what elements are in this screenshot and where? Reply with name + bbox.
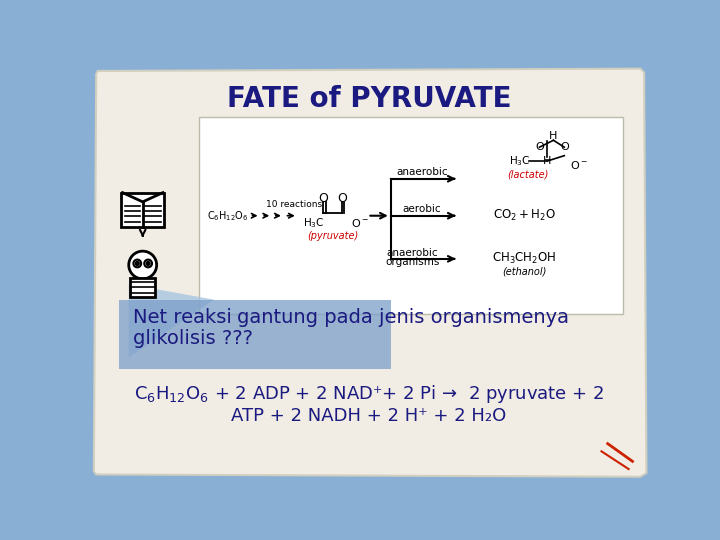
- Text: anaerobic: anaerobic: [387, 248, 438, 258]
- Circle shape: [133, 260, 141, 267]
- Text: H: H: [549, 131, 557, 141]
- Text: (pyruvate): (pyruvate): [307, 231, 359, 241]
- Circle shape: [129, 251, 157, 279]
- Text: O: O: [560, 142, 569, 152]
- FancyBboxPatch shape: [199, 117, 624, 314]
- Text: glikolisis ???: glikolisis ???: [132, 329, 253, 348]
- Text: 10 reactions: 10 reactions: [266, 200, 322, 208]
- Text: O: O: [535, 142, 544, 152]
- Text: H: H: [543, 156, 552, 166]
- Text: $\mathsf{O^-}$: $\mathsf{O^-}$: [570, 159, 588, 171]
- Text: Net reaksi: Net reaksi: [132, 308, 232, 327]
- Text: $\mathsf{H_3C}$: $\mathsf{H_3C}$: [303, 217, 325, 231]
- Text: O: O: [337, 192, 347, 205]
- FancyBboxPatch shape: [130, 278, 155, 298]
- Text: gantung pada jenis organismenya: gantung pada jenis organismenya: [238, 308, 570, 327]
- FancyBboxPatch shape: [120, 300, 391, 369]
- Circle shape: [135, 261, 139, 265]
- Circle shape: [146, 261, 150, 265]
- Text: aerobic: aerobic: [402, 204, 441, 214]
- Text: O: O: [318, 192, 328, 205]
- Text: FATE of PYRUVATE: FATE of PYRUVATE: [227, 85, 511, 113]
- Text: $\mathsf{CH_3CH_2OH}$: $\mathsf{CH_3CH_2OH}$: [492, 251, 556, 266]
- Text: $\mathsf{H_3C}$: $\mathsf{H_3C}$: [509, 154, 531, 168]
- Text: organisms: organisms: [385, 257, 440, 267]
- Polygon shape: [121, 193, 164, 226]
- Text: $\mathsf{CO_2 + H_2O}$: $\mathsf{CO_2 + H_2O}$: [492, 208, 555, 223]
- Text: ATP + 2 NADH + 2 H⁺ + 2 H₂O: ATP + 2 NADH + 2 H⁺ + 2 H₂O: [231, 407, 507, 425]
- Text: (ethanol): (ethanol): [502, 266, 546, 276]
- Text: anaerobic: anaerobic: [396, 167, 448, 177]
- Polygon shape: [129, 284, 214, 357]
- Text: (lactate): (lactate): [507, 170, 549, 180]
- Text: $\mathsf{O^-}$: $\mathsf{O^-}$: [351, 218, 369, 230]
- Polygon shape: [94, 69, 647, 477]
- Text: $\mathsf{C_6H_{12}O_6}$ + 2 ADP + 2 NAD⁺+ 2 Pi →  2 pyruvate + 2: $\mathsf{C_6H_{12}O_6}$ + 2 ADP + 2 NAD⁺…: [134, 383, 604, 406]
- Circle shape: [144, 260, 152, 267]
- Text: $\mathsf{C_6H_{12}O_6}$: $\mathsf{C_6H_{12}O_6}$: [207, 209, 249, 222]
